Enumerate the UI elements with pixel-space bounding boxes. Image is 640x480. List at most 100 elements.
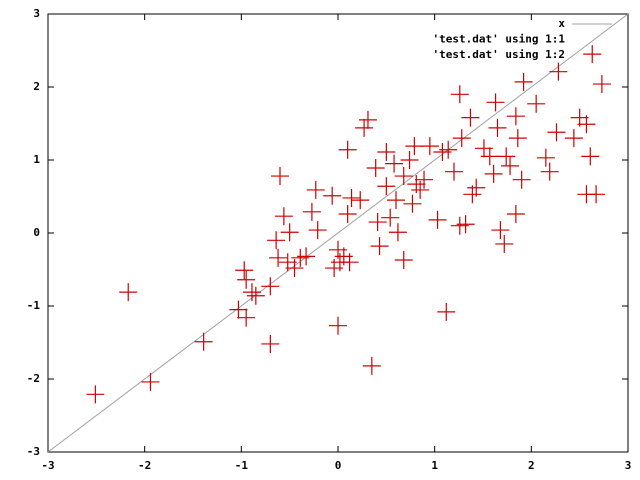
point [385, 154, 404, 173]
legend-label: 'test.dat' using 1:1 [433, 33, 566, 46]
point [381, 208, 400, 227]
point [514, 72, 533, 91]
point [366, 159, 385, 178]
x-tick-label: 2 [528, 459, 535, 472]
point [377, 177, 396, 196]
point [467, 178, 486, 197]
point [497, 147, 516, 166]
point [439, 140, 458, 159]
point [512, 170, 531, 189]
point [577, 115, 596, 134]
point [261, 334, 280, 353]
point [415, 170, 434, 189]
point [445, 162, 463, 181]
y-tick-label: 2 [33, 80, 40, 93]
point [388, 223, 407, 242]
point [358, 110, 377, 129]
point [450, 85, 469, 104]
point [501, 156, 520, 175]
point [302, 202, 321, 221]
point [587, 185, 606, 204]
point [235, 261, 254, 280]
point [377, 142, 396, 161]
x-tick-label: 1 [431, 459, 438, 472]
point [495, 234, 514, 253]
point [387, 191, 405, 210]
point [306, 180, 325, 199]
y-tick-label: 0 [33, 226, 40, 239]
point [420, 137, 439, 156]
point [194, 332, 213, 351]
point [362, 356, 381, 375]
point [461, 108, 480, 127]
point [456, 215, 475, 234]
point [592, 75, 611, 94]
point [246, 286, 265, 305]
point [411, 180, 430, 199]
y-tick-label: -1 [27, 299, 41, 312]
point [394, 167, 413, 186]
point [351, 191, 370, 210]
point [547, 123, 566, 142]
point [261, 277, 280, 296]
y-tick-label: -2 [27, 372, 40, 385]
point [269, 248, 288, 267]
point [340, 253, 359, 272]
point [368, 213, 387, 232]
point [549, 62, 568, 81]
point [527, 94, 546, 113]
point [267, 231, 286, 250]
point [480, 147, 499, 166]
point [355, 118, 374, 137]
point [229, 300, 248, 319]
point [370, 237, 389, 256]
point [583, 45, 602, 64]
point [338, 205, 357, 224]
x-tick-label: -1 [235, 459, 249, 472]
point [274, 207, 293, 226]
point [308, 221, 327, 240]
point [484, 164, 503, 183]
point [403, 194, 422, 213]
x-tick-label: 0 [335, 459, 342, 472]
point [437, 302, 456, 321]
point [428, 210, 447, 229]
point [506, 205, 525, 224]
point [280, 223, 299, 242]
point [141, 372, 160, 391]
point [285, 259, 304, 278]
y-tick-label: -3 [27, 445, 40, 458]
point [86, 385, 105, 404]
point [488, 118, 507, 137]
point [237, 270, 256, 289]
y-tick-label: 3 [33, 7, 40, 20]
point [540, 162, 559, 181]
x-tick-label: 3 [625, 459, 632, 472]
point [491, 221, 510, 240]
function-line [47, 13, 629, 453]
point [271, 167, 289, 186]
y-tick-label: 1 [33, 153, 40, 166]
point [400, 151, 419, 169]
point [338, 140, 357, 159]
legend-label: x [558, 17, 565, 30]
point [452, 129, 471, 148]
point [536, 148, 555, 167]
point [329, 316, 347, 335]
x-tick-label: -3 [41, 459, 54, 472]
point [508, 129, 527, 148]
point [323, 186, 342, 205]
x-tick-label: -2 [138, 459, 151, 472]
point [506, 107, 525, 126]
point [564, 129, 583, 148]
point [581, 147, 600, 166]
legend-label: 'test.dat' using 1:2 [433, 48, 565, 61]
point [119, 283, 138, 302]
point [297, 247, 316, 266]
point [242, 283, 261, 302]
point [394, 251, 413, 270]
point [342, 188, 361, 207]
point [237, 308, 256, 327]
point [486, 93, 505, 112]
